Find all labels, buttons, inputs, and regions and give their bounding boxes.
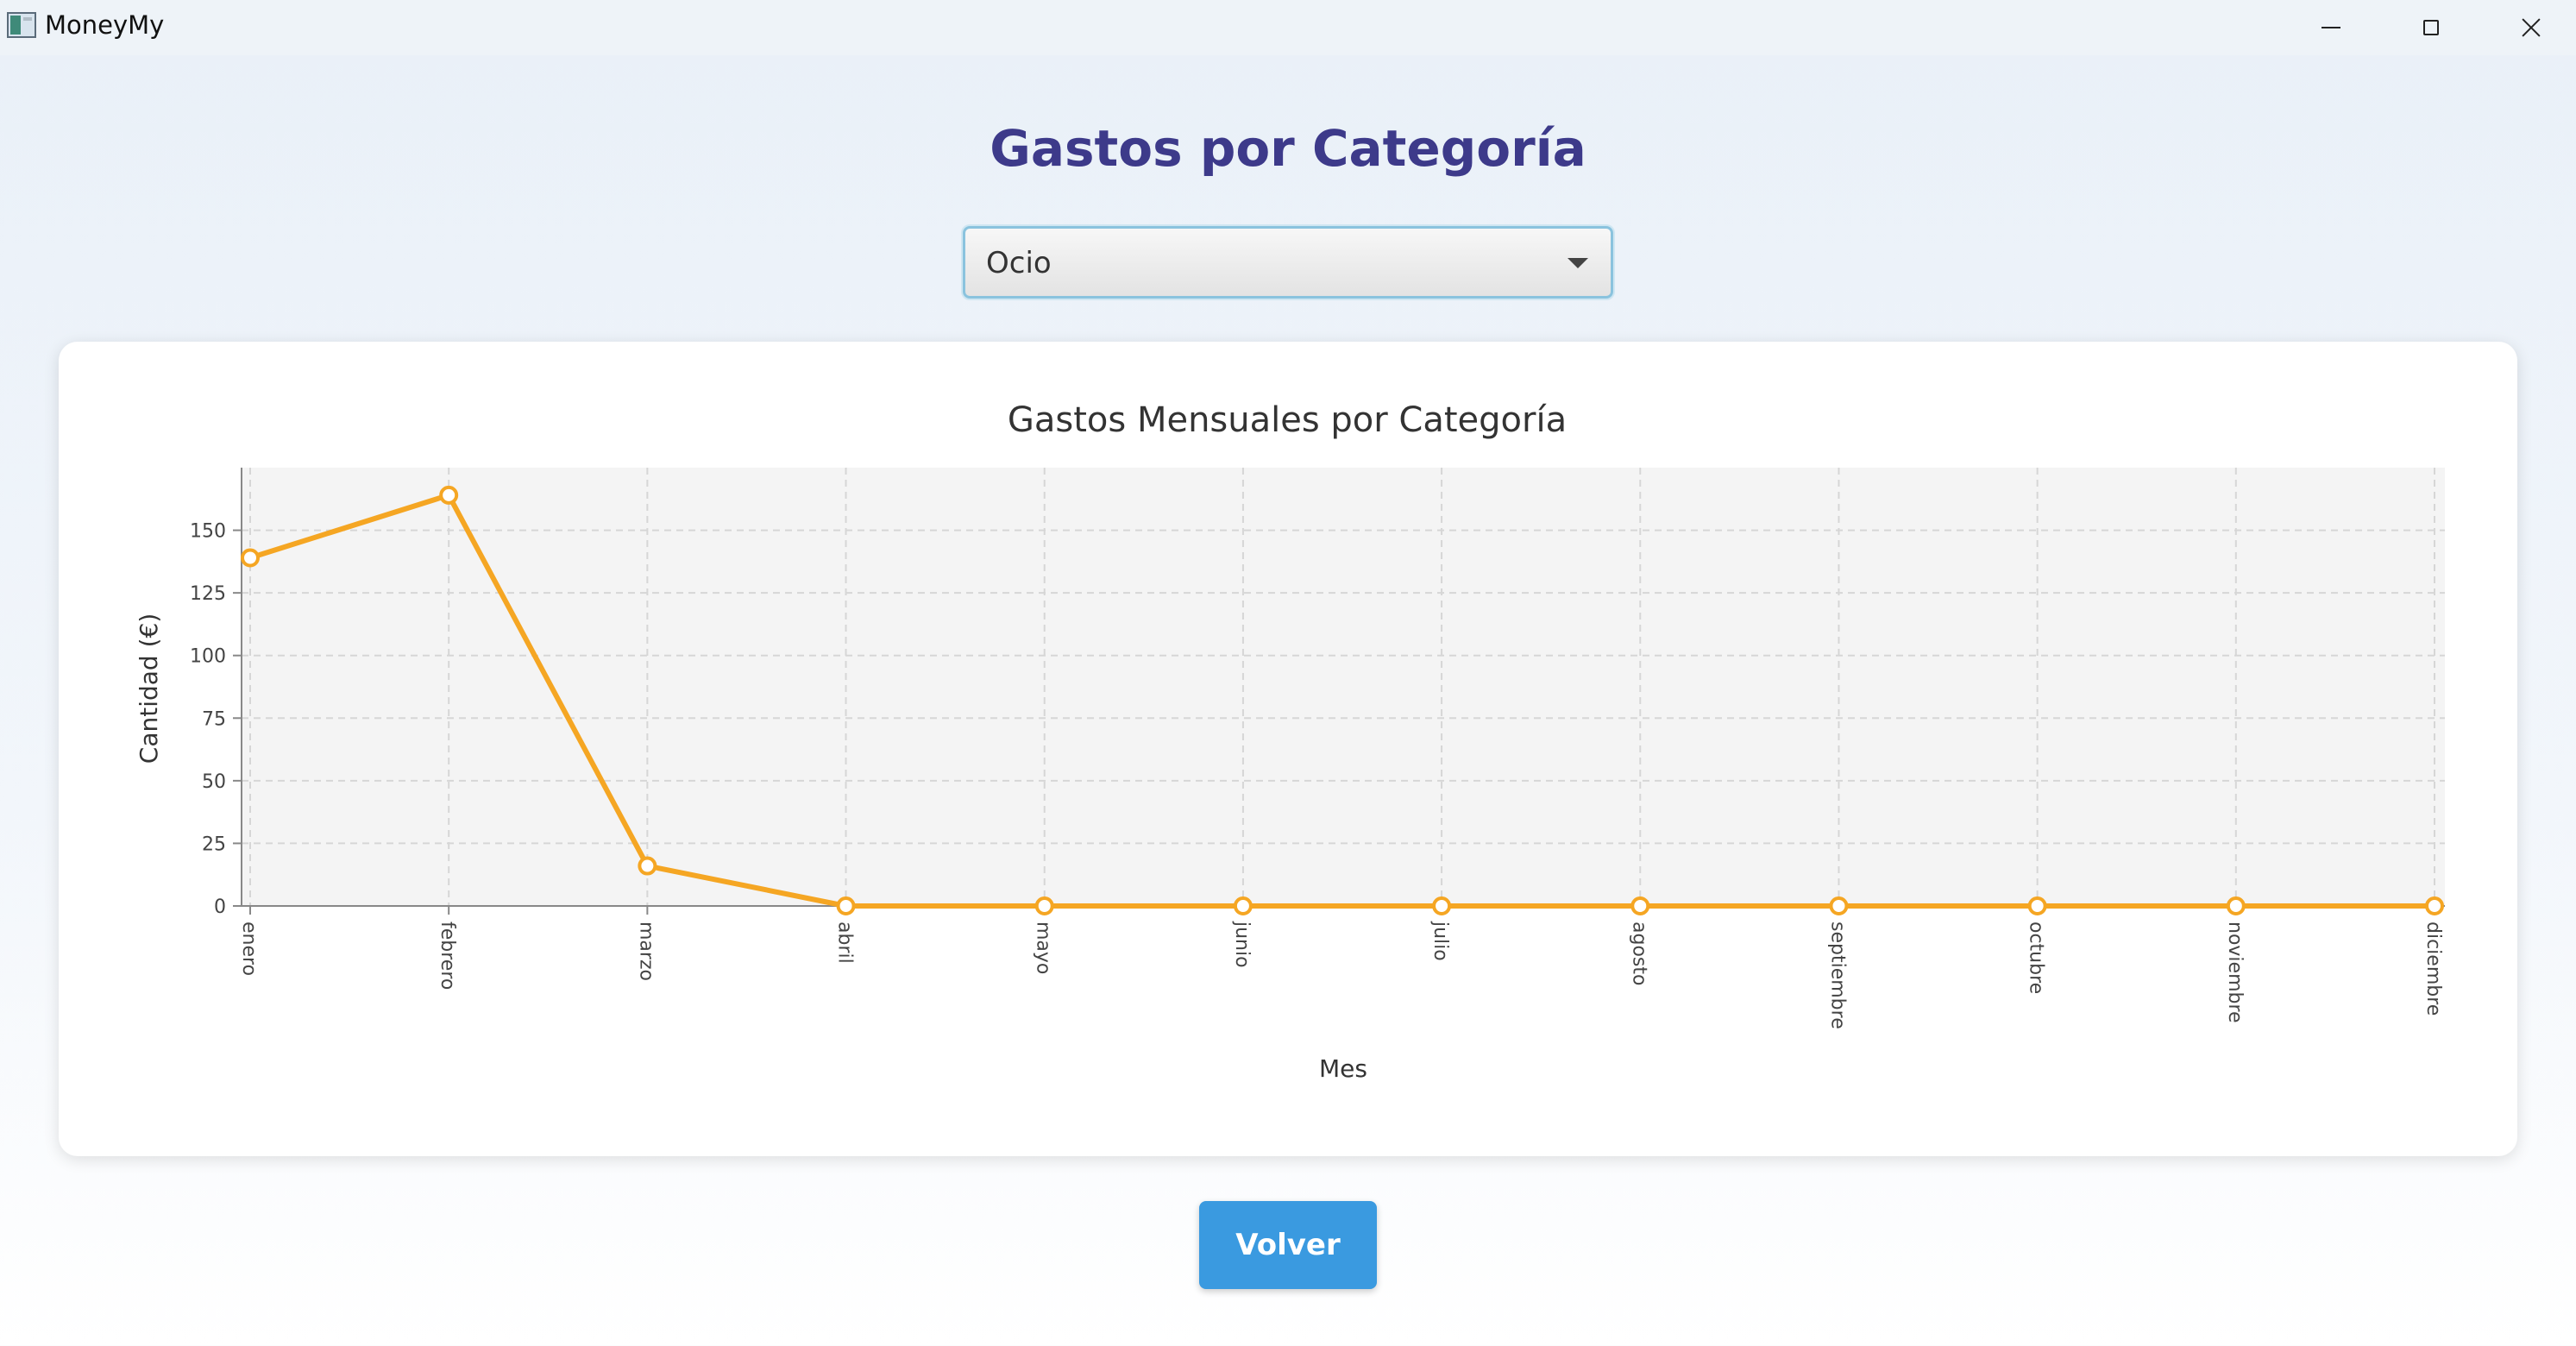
close-icon bbox=[2521, 17, 2541, 38]
chart-title: Gastos Mensuales por Categoría bbox=[1008, 400, 1567, 440]
data-point bbox=[2027, 896, 2047, 915]
x-tick-label: abril bbox=[834, 921, 856, 964]
line-chart: 0 25 50 75 100 125 150 enero febrero marzo abril ma… bbox=[135, 400, 2445, 1083]
close-button[interactable] bbox=[2481, 0, 2576, 55]
chevron-down-icon bbox=[1568, 258, 1588, 268]
data-point bbox=[2425, 896, 2444, 915]
category-select-value: Ocio bbox=[986, 246, 1052, 280]
x-tick-label: mayo bbox=[1033, 921, 1054, 974]
y-tick-label: 100 bbox=[190, 646, 226, 668]
window-title: MoneyMy bbox=[45, 10, 165, 40]
data-point bbox=[1630, 896, 1650, 915]
x-tick-label: agosto bbox=[1628, 921, 1649, 985]
data-point bbox=[1829, 896, 1849, 915]
minimize-icon bbox=[2322, 27, 2340, 28]
x-tick-label: marzo bbox=[635, 921, 657, 981]
y-tick-label: 25 bbox=[202, 833, 226, 855]
x-tick-label: enero bbox=[238, 921, 260, 976]
x-tick-label: noviembre bbox=[2224, 921, 2246, 1023]
y-tick-label: 0 bbox=[214, 896, 226, 918]
x-tick-label: febrero bbox=[437, 921, 458, 990]
x-tick-label: julio bbox=[1429, 921, 1451, 961]
category-select[interactable]: Ocio bbox=[963, 226, 1613, 299]
data-point bbox=[241, 548, 260, 568]
y-tick-label: 50 bbox=[202, 771, 226, 793]
plot-background bbox=[242, 468, 2445, 906]
x-tick-label: diciembre bbox=[2422, 921, 2444, 1016]
chart-card: 0 25 50 75 100 125 150 enero febrero marzo abril ma… bbox=[59, 342, 2517, 1156]
page-title: Gastos por Categoría bbox=[990, 119, 1586, 178]
series-line bbox=[249, 492, 2435, 909]
tick-labels: 0 25 50 75 100 125 150 enero febrero marzo abril ma… bbox=[190, 521, 2444, 1029]
data-point bbox=[439, 485, 459, 505]
maximize-icon bbox=[2423, 20, 2439, 35]
data-point bbox=[638, 856, 657, 876]
x-tick-label: septiembre bbox=[1826, 921, 1848, 1029]
series-layer bbox=[241, 485, 2444, 915]
data-point bbox=[1432, 896, 1452, 915]
y-tick-label: 125 bbox=[190, 583, 226, 605]
y-axis-label: Cantidad (€) bbox=[135, 613, 163, 764]
x-axis-label: Mes bbox=[1319, 1054, 1367, 1083]
y-tick-label: 150 bbox=[190, 521, 226, 543]
x-tick-label: octubre bbox=[2026, 921, 2047, 994]
grid-lines bbox=[242, 468, 2445, 906]
minimize-button[interactable] bbox=[2281, 0, 2381, 55]
y-tick-label: 75 bbox=[202, 708, 226, 730]
data-point bbox=[1233, 896, 1253, 915]
title-bar: MoneyMy bbox=[0, 0, 2576, 55]
x-tick-label: junio bbox=[1231, 921, 1253, 968]
data-point bbox=[836, 896, 856, 915]
app-icon bbox=[7, 12, 36, 38]
back-button[interactable]: Volver bbox=[1199, 1201, 1377, 1289]
maximize-button[interactable] bbox=[2381, 0, 2481, 55]
data-point bbox=[1034, 896, 1054, 915]
data-point bbox=[2226, 896, 2246, 915]
